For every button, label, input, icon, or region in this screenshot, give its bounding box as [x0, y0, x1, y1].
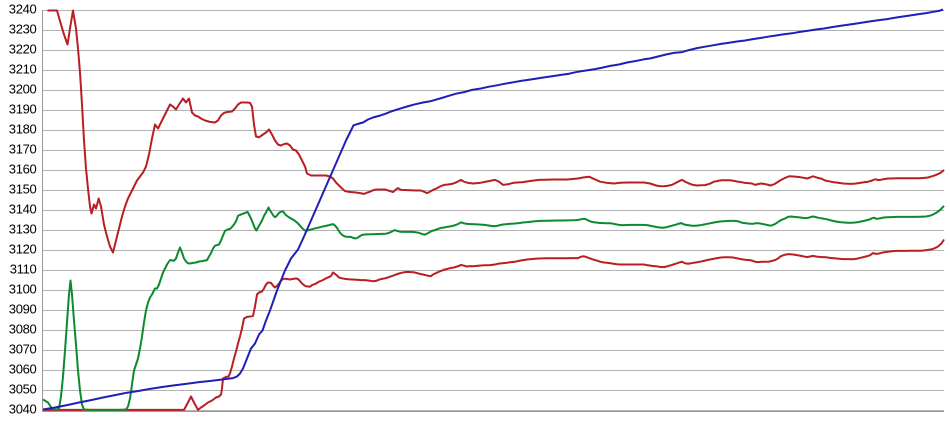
svg-text:3180: 3180 [9, 122, 37, 137]
svg-text:3120: 3120 [9, 242, 37, 257]
svg-text:3160: 3160 [9, 162, 37, 177]
svg-text:3040: 3040 [9, 402, 37, 417]
svg-text:3150: 3150 [9, 182, 37, 197]
svg-text:3100: 3100 [9, 282, 37, 297]
svg-text:3140: 3140 [9, 202, 37, 217]
svg-text:3230: 3230 [9, 22, 37, 37]
svg-text:3080: 3080 [9, 322, 37, 337]
svg-text:3070: 3070 [9, 342, 37, 357]
svg-text:3170: 3170 [9, 142, 37, 157]
svg-text:3090: 3090 [9, 302, 37, 317]
svg-text:3200: 3200 [9, 82, 37, 97]
svg-text:3060: 3060 [9, 362, 37, 377]
svg-text:3110: 3110 [10, 262, 37, 277]
svg-text:3210: 3210 [9, 62, 37, 77]
svg-text:3190: 3190 [9, 102, 37, 117]
svg-text:3130: 3130 [9, 222, 37, 237]
svg-text:3240: 3240 [9, 2, 37, 17]
svg-text:3050: 3050 [9, 382, 37, 397]
svg-text:3220: 3220 [9, 42, 37, 57]
